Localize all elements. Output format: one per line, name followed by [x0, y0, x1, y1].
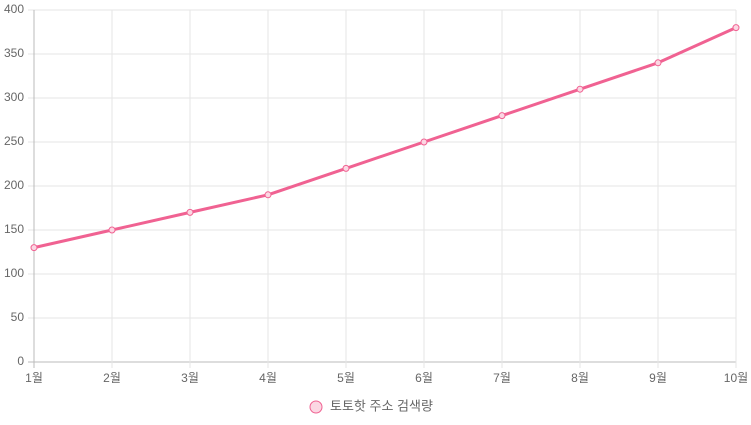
line: [33, 26, 737, 250]
y-tick-label: 200: [4, 178, 24, 192]
x-tick-label: 5월: [337, 371, 355, 385]
point: [108, 226, 116, 234]
x-tick-label: 2월: [103, 371, 121, 385]
x-tick-label: 10월: [724, 371, 748, 385]
point: [732, 24, 740, 32]
y-tick-label: 400: [4, 2, 24, 16]
point: [342, 164, 350, 172]
y-tick-label: 350: [4, 46, 24, 60]
y-tick-label: 300: [4, 90, 24, 104]
x-tick-label: 4월: [259, 371, 277, 385]
point: [264, 191, 272, 199]
x-tick-label: 7월: [493, 371, 511, 385]
legend-label: 토토핫 주소 검색량: [330, 398, 433, 413]
y-tick-label: 250: [4, 134, 24, 148]
point: [186, 208, 194, 216]
x-tick-label: 8월: [571, 371, 589, 385]
x-tick-label: 1월: [25, 371, 43, 385]
y-tick-label: 50: [11, 310, 25, 324]
point: [654, 59, 662, 67]
point: [498, 112, 506, 120]
y-tick-label: 0: [17, 354, 24, 368]
y-tick-label: 150: [4, 222, 24, 236]
y-tick-label: 100: [4, 266, 24, 280]
point: [30, 244, 38, 252]
x-tick-label: 3월: [181, 371, 199, 385]
point: [576, 85, 584, 93]
point: [420, 138, 428, 146]
x-tick-label: 6월: [415, 371, 433, 385]
x-tick-label: 9월: [649, 371, 667, 385]
legend-marker: [309, 400, 323, 414]
